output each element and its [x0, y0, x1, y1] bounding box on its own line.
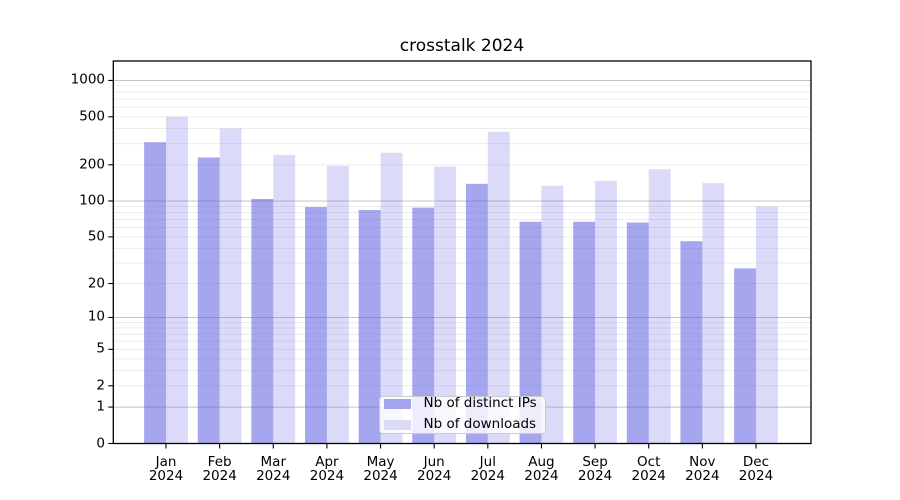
x-tick-month: Apr [315, 454, 339, 470]
x-tick-month: Oct [637, 454, 661, 470]
bar-distinct-ips-jun [412, 207, 435, 444]
x-tick-month: Sep [582, 454, 608, 470]
bar-distinct-ips-dec [734, 268, 756, 444]
bar-downloads-may [380, 152, 403, 444]
y-tick-label-2: 2 [96, 377, 105, 394]
legend-label-distinct-ips: Nb of distinct IPs [423, 395, 537, 411]
bar-distinct-ips-jan [144, 142, 166, 444]
bar-distinct-ips-oct [626, 222, 649, 444]
legend-item-distinct-ips: Nb of distinct IPs [383, 395, 537, 412]
y-tick-label-500: 500 [79, 108, 105, 125]
bar-downloads-aug [541, 185, 564, 444]
bar-downloads-jul [487, 131, 510, 444]
chart-title: crosstalk 2024 [399, 36, 525, 56]
y-tick-label-200: 200 [79, 156, 105, 173]
legend: Nb of distinct IPs Nb of downloads [378, 395, 546, 434]
bar-distinct-ips-nov [680, 241, 703, 444]
x-tick-label-oct: Oct 2024 [632, 455, 666, 483]
x-tick-year: 2024 [470, 468, 505, 484]
x-tick-year: 2024 [685, 468, 720, 484]
legend-swatch-downloads [383, 419, 411, 430]
bar-distinct-ips-aug [519, 221, 542, 444]
x-tick-label-may: May 2024 [363, 455, 397, 483]
x-tick-label-jan: Jan 2024 [149, 455, 183, 483]
bar-distinct-ips-jul [465, 183, 488, 444]
x-tick-year: 2024 [202, 468, 237, 484]
x-tick-label-aug: Aug 2024 [524, 455, 558, 483]
y-tick-label-100: 100 [79, 192, 105, 209]
x-tick-month: Aug [528, 454, 555, 470]
x-tick-month: Jun [423, 454, 445, 470]
y-tick-label-5: 5 [96, 340, 105, 357]
bar-distinct-ips-feb [197, 157, 220, 444]
x-tick-year: 2024 [524, 468, 559, 484]
x-tick-label-sep: Sep 2024 [578, 455, 612, 483]
bar-downloads-jan [166, 116, 188, 444]
bar-distinct-ips-mar [251, 198, 274, 444]
legend-swatch-distinct-ips [383, 398, 411, 409]
x-tick-label-nov: Nov 2024 [685, 455, 719, 483]
x-tick-year: 2024 [738, 468, 774, 484]
x-tick-month: Jul [479, 454, 496, 470]
x-tick-year: 2024 [309, 468, 345, 484]
y-tick-label-10: 10 [87, 308, 105, 325]
legend-item-downloads: Nb of downloads [383, 416, 537, 433]
bar-distinct-ips-may [358, 210, 381, 444]
plot-border [112, 60, 812, 445]
bar-downloads-nov [702, 183, 725, 444]
x-tick-year: 2024 [577, 468, 613, 484]
bar-downloads-feb [219, 128, 242, 444]
bar-downloads-dec [755, 206, 778, 444]
x-tick-year: 2024 [148, 468, 184, 484]
x-tick-month: Feb [207, 454, 232, 470]
x-tick-year: 2024 [631, 468, 666, 484]
bar-downloads-sep [595, 180, 617, 444]
x-tick-label-jul: Jul 2024 [471, 455, 505, 483]
x-tick-label-feb: Feb 2024 [202, 455, 236, 483]
bar-distinct-ips-sep [573, 221, 596, 444]
x-tick-label-jun: Jun 2024 [417, 455, 451, 483]
bar-downloads-apr [326, 165, 349, 444]
legend-label-downloads: Nb of downloads [423, 416, 537, 432]
y-tick-label-0: 0 [96, 434, 105, 451]
x-tick-month: Jan [155, 454, 177, 470]
x-tick-label-mar: Mar 2024 [256, 455, 290, 483]
bar-downloads-mar [273, 154, 296, 444]
bar-distinct-ips-apr [305, 207, 327, 444]
x-tick-month: Mar [260, 454, 287, 470]
x-tick-label-apr: Apr 2024 [310, 455, 344, 483]
x-tick-year: 2024 [416, 468, 452, 484]
x-tick-month: Dec [742, 454, 770, 470]
x-tick-year: 2024 [256, 468, 291, 484]
y-tick-label-50: 50 [87, 228, 105, 245]
x-tick-year: 2024 [363, 468, 398, 484]
x-tick-label-dec: Dec 2024 [739, 455, 773, 483]
x-tick-month: May [366, 454, 395, 470]
bar-downloads-jun [434, 166, 457, 444]
bar-downloads-oct [648, 169, 671, 444]
y-tick-label-20: 20 [87, 274, 105, 291]
y-tick-label-1000: 1000 [70, 71, 105, 88]
x-tick-month: Nov [689, 454, 716, 470]
y-tick-label-1: 1 [96, 398, 105, 415]
